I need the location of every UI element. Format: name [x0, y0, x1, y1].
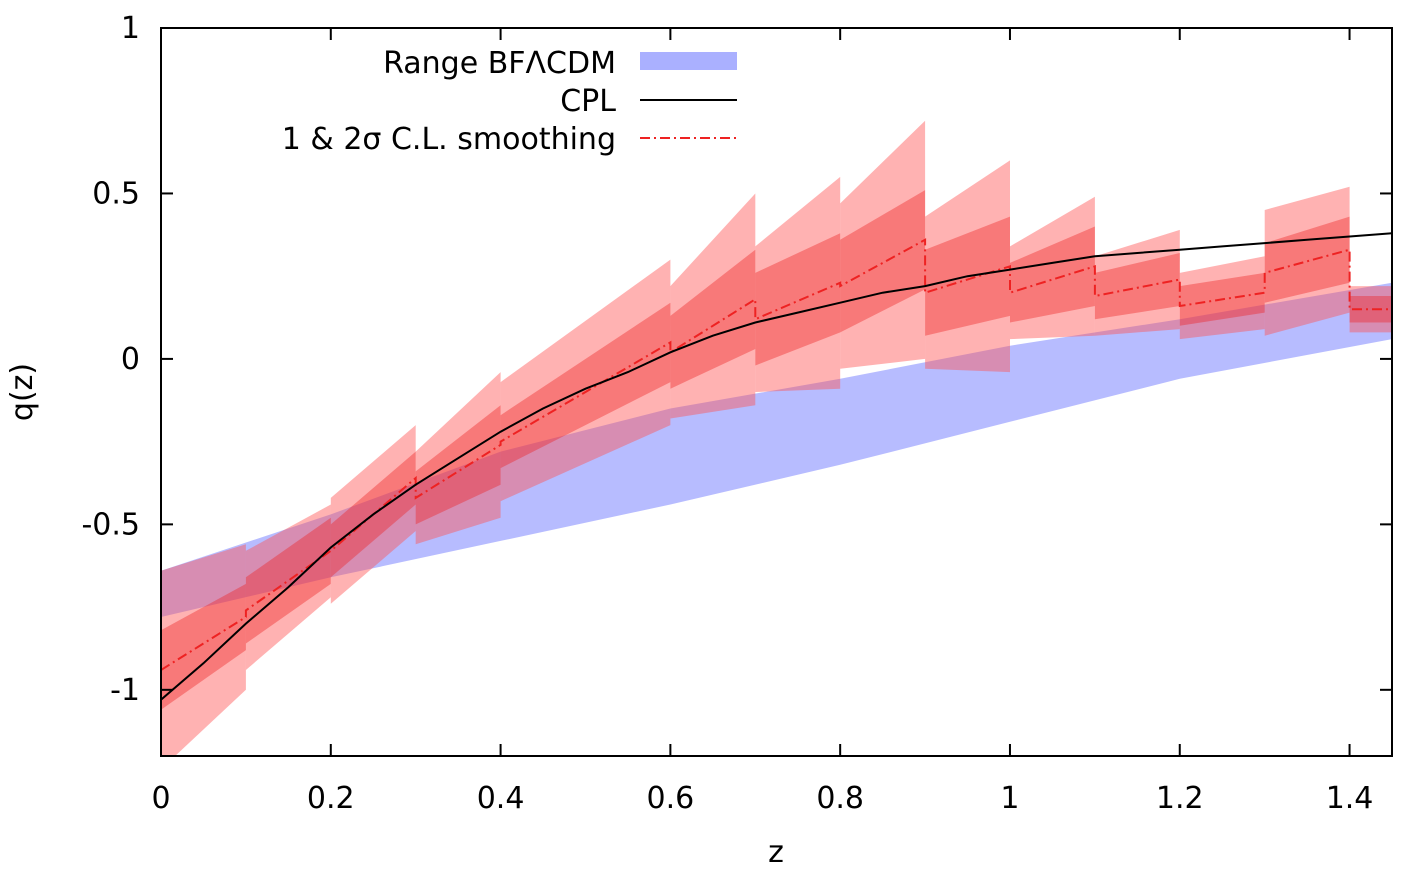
smoothing-2sigma-band-6: [755, 176, 841, 392]
smoothing-2sigma-band-9: [1010, 196, 1095, 340]
smoothing-2sigma-band-7: [840, 120, 926, 369]
smoothing-2sigma-band-0: [161, 544, 246, 756]
y-tick-label: 0: [121, 342, 140, 377]
x-tick-label: 0.8: [816, 781, 864, 816]
legend-label-smoothing: 1 & 2σ C.L. smoothing: [282, 122, 616, 157]
plot-frame: [160, 27, 1393, 757]
smoothing-1sigma-band-6: [755, 233, 841, 366]
y-tick-label: -1: [110, 673, 140, 708]
smoothing-2sigma-band-8: [925, 160, 1010, 373]
x-tick-label: 0.6: [647, 781, 695, 816]
lcdm-range-band: [161, 282, 1392, 617]
smoothing-1sigma-band-13: [1349, 296, 1392, 323]
x-tick-label: 1.4: [1326, 781, 1374, 816]
smoothing-2sigma-band-11: [1179, 256, 1265, 340]
x-tick-label: 0.4: [477, 781, 525, 816]
cpl-line: [161, 232, 1392, 701]
x-axis: 0 0.2 0.4 0.6 0.8 1 1.2 1.4: [151, 28, 1373, 816]
smoothing-1sigma-band-0: [161, 583, 246, 710]
x-tick-label: 0.2: [307, 781, 355, 816]
smoothing-1sigma-band-10: [1094, 253, 1180, 320]
smoothing-1sigma-band-5: [670, 249, 756, 389]
smoothing-2sigma-band-5: [670, 193, 756, 419]
smoothing-1sigma-band-4: [500, 302, 671, 469]
x-tick-label: 0: [151, 781, 170, 816]
smoothing-1sigma-band-9: [1010, 226, 1095, 323]
plot-area: [161, 120, 1392, 756]
legend-swatch-lcdm: [640, 52, 737, 70]
smoothing-2sigma-band-4: [500, 259, 671, 502]
legend-label-cpl: CPL: [560, 84, 616, 119]
y-tick-label: 0.5: [92, 176, 140, 211]
legend-label-lcdm: Range BFΛCDM: [383, 46, 616, 81]
smoothing-1sigma-band-3: [415, 405, 501, 525]
y-axis: 1 0.5 0 -0.5 -1: [81, 11, 1392, 708]
x-tick-label: 1: [1000, 781, 1019, 816]
y-axis-label: q(z): [5, 363, 40, 421]
smoothing-2sigma-band-13: [1349, 286, 1392, 333]
x-axis-label: z: [768, 835, 784, 870]
smoothing-1sigma-band-1: [245, 517, 331, 644]
smoothing-2sigma-band-10: [1094, 229, 1180, 336]
y-tick-label: 1: [121, 11, 140, 46]
y-tick-label: -0.5: [81, 507, 140, 542]
x-tick-label: 1.2: [1156, 781, 1204, 816]
legend: Range BFΛCDM CPL 1 & 2σ C.L. smoothing: [282, 46, 737, 157]
